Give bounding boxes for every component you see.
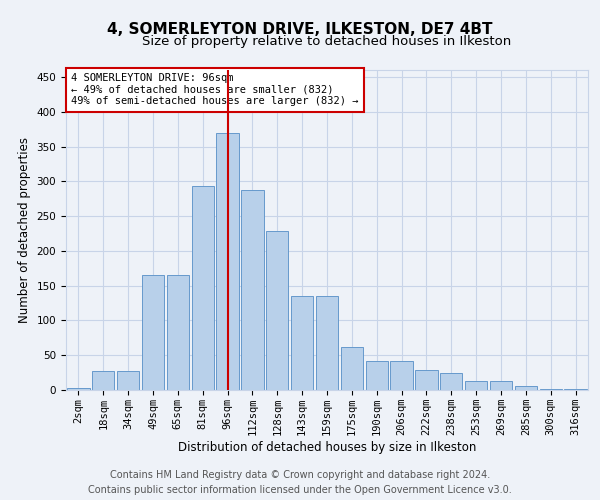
Text: Contains HM Land Registry data © Crown copyright and database right 2024.
Contai: Contains HM Land Registry data © Crown c… bbox=[88, 470, 512, 495]
Bar bbox=[539, 388, 562, 390]
Bar bbox=[167, 275, 189, 390]
Bar bbox=[490, 381, 512, 390]
Bar bbox=[415, 370, 437, 390]
Text: 4, SOMERLEYTON DRIVE, ILKESTON, DE7 4BT: 4, SOMERLEYTON DRIVE, ILKESTON, DE7 4BT bbox=[107, 22, 493, 38]
Bar bbox=[67, 388, 89, 390]
Bar bbox=[391, 361, 413, 390]
Bar bbox=[291, 296, 313, 390]
Text: 4 SOMERLEYTON DRIVE: 96sqm
← 49% of detached houses are smaller (832)
49% of sem: 4 SOMERLEYTON DRIVE: 96sqm ← 49% of deta… bbox=[71, 73, 359, 106]
Bar bbox=[266, 230, 289, 390]
Bar bbox=[241, 190, 263, 390]
Bar bbox=[565, 388, 587, 390]
Bar bbox=[92, 370, 115, 390]
Bar bbox=[341, 347, 363, 390]
Bar bbox=[316, 296, 338, 390]
Bar bbox=[440, 372, 463, 390]
Bar bbox=[117, 370, 139, 390]
Bar bbox=[217, 132, 239, 390]
Title: Size of property relative to detached houses in Ilkeston: Size of property relative to detached ho… bbox=[142, 35, 512, 48]
Bar bbox=[191, 186, 214, 390]
Bar bbox=[365, 361, 388, 390]
Bar bbox=[515, 386, 537, 390]
X-axis label: Distribution of detached houses by size in Ilkeston: Distribution of detached houses by size … bbox=[178, 440, 476, 454]
Bar bbox=[465, 381, 487, 390]
Y-axis label: Number of detached properties: Number of detached properties bbox=[18, 137, 31, 323]
Bar bbox=[142, 275, 164, 390]
